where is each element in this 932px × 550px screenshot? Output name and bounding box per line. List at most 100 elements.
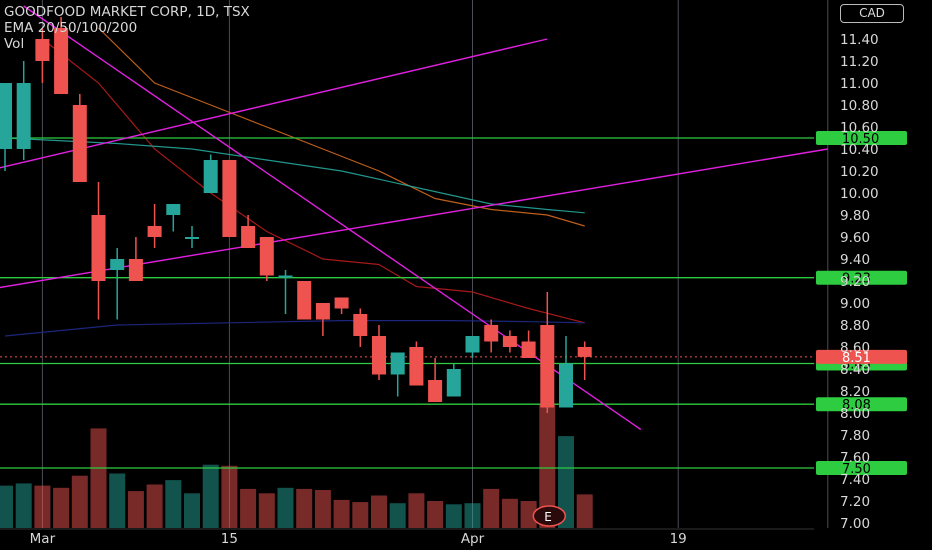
- candle-body: [166, 204, 180, 215]
- candle-body: [260, 237, 274, 276]
- candlesticks: [0, 17, 592, 413]
- price-tick-label: 7.40: [840, 472, 870, 488]
- candle-body: [466, 336, 480, 353]
- price-tick-label: 10.80: [840, 98, 879, 114]
- candle-body: [540, 325, 554, 408]
- volume-bar: [165, 480, 181, 528]
- candle-body: [353, 314, 367, 336]
- volume-bar: [502, 499, 518, 528]
- candle-body: [372, 336, 386, 375]
- volume-bar: [0, 486, 13, 528]
- candle-body: [279, 276, 293, 278]
- volume-bar: [34, 486, 50, 528]
- candle-body: [409, 347, 423, 386]
- candle-body: [92, 215, 106, 281]
- volume-bar: [109, 474, 125, 529]
- volume-bar: [221, 466, 237, 528]
- volume-bar: [259, 493, 275, 528]
- price-tick-label: 8.20: [840, 384, 870, 400]
- candle-body: [522, 342, 536, 359]
- price-tick-label: 9.40: [840, 252, 870, 268]
- candle-body: [428, 380, 442, 402]
- volume-bar: [390, 503, 406, 528]
- price-tick-label: 9.20: [840, 274, 870, 290]
- volume-bar: [278, 488, 294, 528]
- volume-bar: [240, 489, 256, 528]
- price-tick-label: 8.00: [840, 406, 870, 422]
- symbol-title[interactable]: GOODFOOD MARKET CORP, 1D, TSX: [4, 4, 250, 20]
- time-tick-label: Apr: [461, 531, 485, 547]
- price-tick-label: 9.00: [840, 296, 870, 312]
- volume-indicator-label[interactable]: Vol: [4, 36, 250, 52]
- price-tick-label: 11.40: [840, 32, 879, 48]
- volume-bar: [91, 428, 107, 528]
- volume-bar: [334, 500, 350, 528]
- time-tick-label: Mar: [30, 531, 56, 547]
- candle-body: [503, 336, 517, 347]
- vertical-guide-lines: [42, 0, 827, 528]
- candle-body: [222, 160, 236, 237]
- earnings-marker[interactable]: E: [533, 506, 565, 526]
- volume-bar: [446, 504, 462, 528]
- price-tick-label: 7.20: [840, 494, 870, 510]
- price-tick-label: 11.20: [840, 54, 879, 70]
- ema-indicator-label[interactable]: EMA 20/50/100/200: [4, 20, 250, 36]
- volume-bar: [315, 490, 331, 528]
- volume-bar: [352, 502, 368, 528]
- volume-bars: [0, 404, 593, 528]
- currency-badge[interactable]: CAD: [840, 4, 904, 23]
- chart-legend: GOODFOOD MARKET CORP, 1D, TSX EMA 20/50/…: [4, 4, 250, 52]
- candle-body: [391, 353, 405, 375]
- earnings-marker-label: E: [544, 510, 552, 524]
- price-tick-label: 10.40: [840, 142, 879, 158]
- time-tick-label: 15: [221, 531, 238, 547]
- volume-bar: [408, 493, 424, 528]
- price-tick-label: 10.00: [840, 186, 879, 202]
- volume-bar: [371, 496, 387, 529]
- candle-body: [17, 83, 31, 149]
- candle-body: [185, 237, 199, 239]
- candle-body: [0, 83, 12, 149]
- price-tick-label: 7.80: [840, 428, 870, 444]
- volume-bar: [483, 489, 499, 528]
- ema20-line: [42, 39, 584, 323]
- volume-bar: [128, 491, 144, 528]
- candle-body: [316, 303, 330, 320]
- candle-body: [335, 298, 349, 309]
- price-tick-label: 11.00: [840, 76, 879, 92]
- candle-body: [73, 105, 87, 182]
- price-tick-label: 8.80: [840, 318, 870, 334]
- candle-body: [297, 281, 311, 320]
- price-tick-label: 7.00: [840, 516, 870, 532]
- volume-bar: [72, 476, 88, 528]
- volume-bar: [296, 489, 312, 528]
- price-tick-label: 8.40: [840, 362, 870, 378]
- price-tick-label: 10.20: [840, 164, 879, 180]
- candle-body: [110, 259, 124, 270]
- price-tick-label: 7.60: [840, 450, 870, 466]
- candle-body: [484, 325, 498, 342]
- time-axis[interactable]: Mar 15 Apr 19: [0, 529, 814, 547]
- volume-bar: [16, 483, 32, 528]
- volume-bar: [427, 501, 443, 528]
- candle-body: [204, 160, 218, 193]
- candle-body: [578, 347, 592, 357]
- volume-bar: [203, 465, 219, 528]
- candle-body: [148, 226, 162, 237]
- price-tick-label: 8.60: [840, 340, 870, 356]
- candle-body: [559, 364, 573, 408]
- candle-body: [241, 226, 255, 248]
- volume-bar: [465, 503, 481, 528]
- price-tick-label: 10.60: [840, 120, 879, 136]
- volume-bar: [184, 493, 200, 528]
- ema100-line: [5, 138, 585, 213]
- volume-bar: [577, 494, 593, 528]
- ema-lines: [5, 28, 585, 336]
- price-tick-label: 9.80: [840, 208, 870, 224]
- time-tick-label: 19: [670, 531, 687, 547]
- volume-bar: [147, 485, 163, 529]
- candle-body: [129, 259, 143, 281]
- candle-body: [447, 369, 461, 397]
- price-tick-label: 9.60: [840, 230, 870, 246]
